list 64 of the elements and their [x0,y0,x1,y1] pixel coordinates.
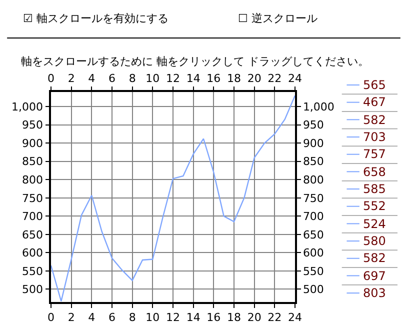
y2-tick-label: 900 [302,136,324,150]
x-tick-label: 18 [227,72,241,85]
x2-tick-label: 22 [268,310,282,324]
text: 697 [363,269,386,283]
y-tick-label: 750 [22,192,44,205]
x2-tick-label: 14 [186,310,200,324]
text: 582 [363,251,386,265]
text: 467 [363,95,386,109]
y-tick-label: 550 [22,264,44,278]
text: 580 [363,234,386,248]
text: 軸をスクロールするために 軸をクリックして ドラッグしてください。 [21,55,369,68]
y2-tick-label: 950 [302,118,324,132]
x2-tick-label: 10 [146,310,160,324]
y-tick-label: 900 [22,136,44,150]
x-tick-label: 16 [206,72,221,85]
text: 552 [363,199,386,213]
y-tick-label: 800 [22,174,44,186]
x-tick-label: 20 [247,72,262,85]
text: ☑ 軸スクロールを有効にする [23,12,168,25]
x-tick-label: 10 [146,72,160,85]
x2-tick-label: 2 [68,310,75,324]
text: 803 [363,286,386,300]
x-tick-label: 14 [186,72,200,85]
y2-tick-label: 750 [302,192,324,205]
x2-tick-label: 6 [108,310,116,324]
x-tick-label: 4 [88,72,96,85]
y-tick-label: 650 [22,228,44,242]
x2-tick-label: 8 [128,310,136,324]
x2-tick-label: 18 [227,310,241,324]
x-tick-label: 22 [268,72,282,85]
x-tick-label: 12 [166,72,180,85]
y2-tick-label: 1,000 [302,100,334,114]
y-tick-label: 1,000 [12,100,44,114]
text: 585 [363,182,386,196]
x-tick-label: 24 [288,72,302,85]
y-tick-label: 850 [22,155,44,168]
y2-tick-label: 800 [302,174,324,186]
text: 524 [363,217,386,231]
x-tick-label: 0 [48,72,54,85]
x2-tick-label: 12 [166,310,180,324]
y-tick-label: 600 [22,246,44,260]
x2-tick-label: 0 [48,310,54,324]
x2-tick-label: 4 [88,310,96,324]
text: 757 [363,147,386,161]
y-tick-label: 950 [22,118,44,132]
text: 565 [363,78,386,92]
text: 703 [363,130,386,144]
x-tick-label: 6 [108,72,116,85]
y2-tick-label: 650 [302,228,324,242]
x2-tick-label: 16 [206,310,221,324]
text: 658 [363,165,386,179]
y-tick-label: 700 [22,210,44,224]
y2-tick-label: 700 [302,210,324,224]
y2-tick-label: 850 [302,155,324,168]
y2-tick-label: 500 [302,283,324,296]
x2-tick-label: 24 [288,310,302,324]
y2-tick-label: 600 [302,246,324,260]
text: ☐ 逆スクロール [238,12,318,25]
text: 582 [363,113,386,127]
y-tick-label: 500 [22,283,44,296]
y2-tick-label: 550 [302,264,324,278]
x2-tick-label: 20 [247,310,262,324]
x-tick-label: 8 [128,72,136,85]
x-tick-label: 2 [68,72,75,85]
